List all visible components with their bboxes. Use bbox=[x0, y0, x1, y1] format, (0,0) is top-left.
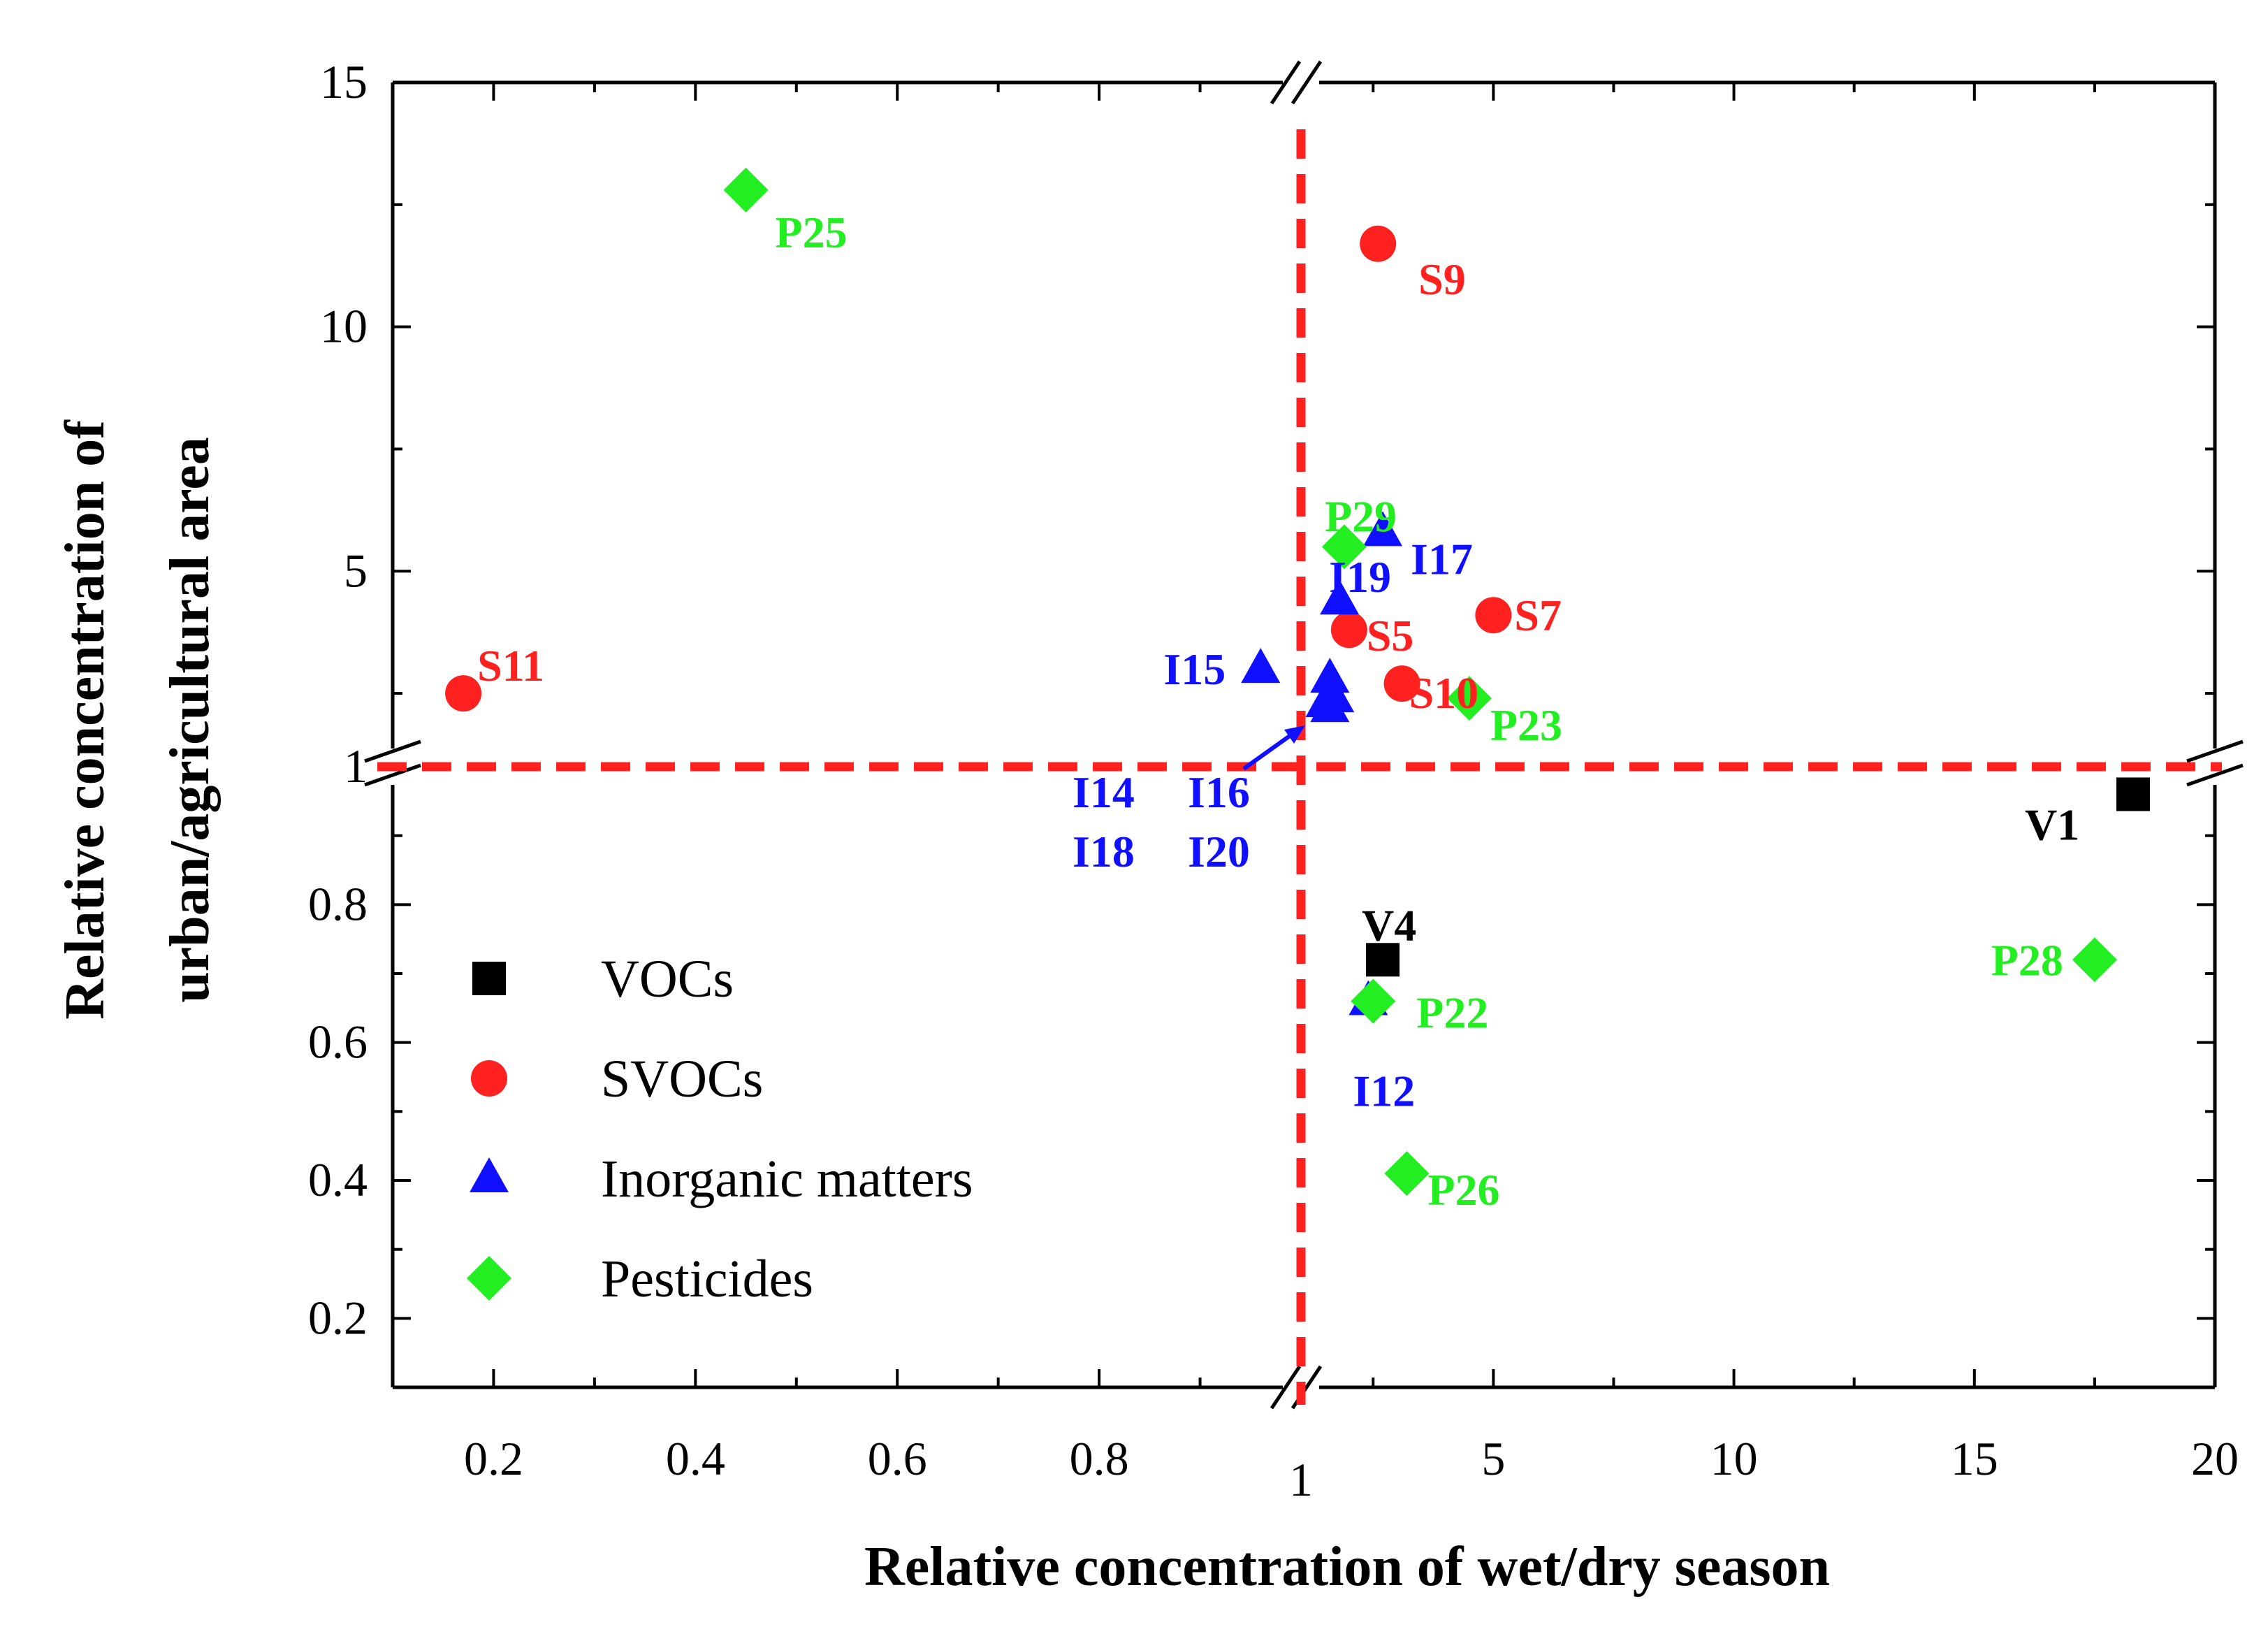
marker-s10 bbox=[1383, 665, 1420, 702]
legend-label: Pesticides bbox=[601, 1250, 813, 1308]
group-label-arrow bbox=[1242, 732, 1294, 771]
point-label-s10: S10 bbox=[1409, 668, 1479, 718]
axis-break-mark-y bbox=[364, 739, 421, 763]
axis-break-mark-y bbox=[364, 763, 421, 787]
marker-s9 bbox=[1360, 225, 1397, 262]
marker-p23 bbox=[1446, 676, 1492, 721]
legend-label: SVOCs bbox=[601, 1050, 763, 1108]
group-label-i14: I14 bbox=[1073, 767, 1135, 817]
marker-p22 bbox=[1351, 978, 1396, 1024]
axis-break-mark-y bbox=[2186, 763, 2244, 787]
legend-label: Inorganic matters bbox=[601, 1150, 973, 1208]
legend-marker-circle bbox=[471, 1060, 507, 1097]
group-label-i18: I18 bbox=[1073, 827, 1135, 876]
point-label-i17: I17 bbox=[1411, 534, 1473, 584]
point-label-p23: P23 bbox=[1490, 700, 1562, 750]
legend-marker-square bbox=[472, 962, 506, 995]
y-tick-label: 0.6 bbox=[308, 1015, 368, 1069]
x-tick-label: 0.6 bbox=[868, 1432, 927, 1485]
point-label-v1: V1 bbox=[2025, 800, 2079, 849]
marker-p28 bbox=[2072, 937, 2117, 983]
point-label-s11: S11 bbox=[477, 641, 544, 691]
marker-s5 bbox=[1330, 612, 1367, 649]
legend-marker-triangle bbox=[470, 1157, 509, 1192]
marker-v4 bbox=[1366, 943, 1400, 977]
axis-break-mark-y bbox=[2186, 739, 2244, 763]
legend-marker-diamond bbox=[467, 1256, 511, 1301]
x-tick-label: 5 bbox=[1481, 1432, 1505, 1485]
marker-i19 bbox=[1320, 579, 1360, 615]
point-label-p22: P22 bbox=[1416, 988, 1488, 1037]
axis-break-mark-x bbox=[1270, 1365, 1302, 1410]
x-tick-label: 0.2 bbox=[464, 1432, 523, 1485]
point-label-i19: I19 bbox=[1329, 552, 1391, 602]
marker-i17 bbox=[1363, 511, 1403, 547]
marker-p25 bbox=[723, 167, 769, 212]
y-tick-label: 1 bbox=[344, 739, 368, 793]
point-label-p28: P28 bbox=[1991, 935, 2063, 985]
y-axis-title-line-2: urban/agricultural area bbox=[159, 437, 221, 1003]
x-tick-label: 0.8 bbox=[1070, 1432, 1129, 1485]
point-labels: V1 V4 S5 S7 S9 S10 S11 I12 I15 I17 I19 I14 I16 I18 I20… bbox=[477, 208, 2079, 1215]
marker-p26 bbox=[1384, 1151, 1430, 1197]
y-tick-label: 5 bbox=[344, 544, 368, 597]
marker-i18 bbox=[1315, 677, 1355, 713]
group-label-i20: I20 bbox=[1188, 827, 1250, 876]
axis-break-mark-x bbox=[1270, 60, 1302, 105]
point-label-p25: P25 bbox=[776, 208, 848, 257]
marker-p29 bbox=[1321, 524, 1367, 570]
x-tick-label: 0.4 bbox=[666, 1432, 725, 1485]
x-axis-title: Relative concentration of wet/dry season bbox=[864, 1536, 1830, 1598]
x-tick-label: 15 bbox=[1951, 1432, 1998, 1485]
point-label-s9: S9 bbox=[1418, 254, 1466, 304]
x-tick-label: 20 bbox=[2191, 1432, 2239, 1485]
point-label-p29: P29 bbox=[1325, 491, 1397, 541]
group-label-i16: I16 bbox=[1188, 767, 1250, 817]
point-label-v4: V4 bbox=[1362, 900, 1416, 950]
marker-i15 bbox=[1241, 648, 1281, 684]
group-label-arrowhead bbox=[1284, 725, 1305, 744]
y-tick-label: 0.8 bbox=[308, 877, 368, 930]
legend: VOCs SVOCs Inorganic matters Pesticides bbox=[467, 950, 973, 1308]
marker-s11 bbox=[445, 675, 482, 712]
axis-break-mark-x bbox=[1291, 60, 1323, 105]
x-tick-label: 1 bbox=[1289, 1453, 1313, 1506]
point-label-p26: P26 bbox=[1427, 1165, 1499, 1215]
point-label-s5: S5 bbox=[1367, 611, 1414, 660]
axis-ticks bbox=[393, 82, 2215, 1387]
data-points bbox=[445, 167, 2150, 1197]
marker-v1 bbox=[2116, 777, 2150, 811]
x-tick-label: 10 bbox=[1710, 1432, 1758, 1485]
y-tick-label: 0.2 bbox=[308, 1291, 368, 1344]
marker-i20 bbox=[1310, 658, 1350, 693]
point-label-i15: I15 bbox=[1163, 644, 1226, 694]
marker-s7 bbox=[1475, 597, 1512, 634]
point-label-i12: I12 bbox=[1353, 1066, 1415, 1115]
point-label-s7: S7 bbox=[1514, 591, 1562, 640]
y-axis-title-line-1: Relative concentration of bbox=[54, 419, 116, 1020]
reference-lines bbox=[377, 129, 2222, 1405]
legend-label: VOCs bbox=[601, 950, 734, 1009]
y-tick-label: 0.4 bbox=[308, 1153, 368, 1206]
y-tick-label: 15 bbox=[320, 55, 368, 108]
y-tick-label: 10 bbox=[320, 300, 368, 353]
